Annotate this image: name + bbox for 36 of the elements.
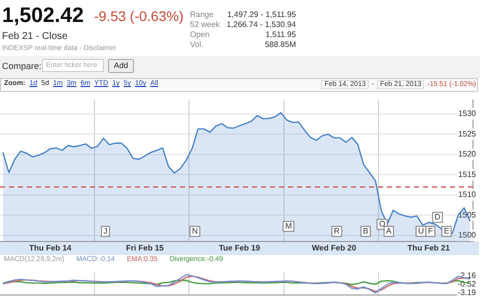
- y-tick-label: 1525: [458, 129, 477, 138]
- annotation: E: [444, 226, 450, 236]
- y-tick-label: 1530: [458, 109, 477, 118]
- annotation: O: [379, 220, 386, 229]
- annotation: A: [386, 226, 392, 236]
- y-tick-label: 1510: [458, 190, 477, 200]
- x-tick-label: Tue Feb 19: [218, 243, 261, 252]
- text: 1,266.74 - 1,530.94: [226, 20, 296, 29]
- text: Open: [190, 30, 210, 39]
- annotation: B: [362, 226, 368, 236]
- x-tick-label: Wed Feb 20: [312, 243, 357, 252]
- text: 1,511.95: [264, 30, 296, 39]
- text: 52 week: [190, 20, 220, 29]
- text: -9.53 (-0.63%): [94, 8, 184, 24]
- annotation: M: [285, 222, 292, 231]
- text: 1,502.42: [2, 4, 84, 28]
- annotation: J: [103, 226, 108, 236]
- text: Compare:: [2, 61, 42, 71]
- add-button: Add: [108, 59, 134, 73]
- x-tick-label: Fri Feb 15: [126, 243, 164, 252]
- x-tick-label: Thu Feb 14: [29, 243, 72, 252]
- y-tick-label: 1520: [458, 150, 477, 159]
- text: 588.85M: [264, 40, 296, 49]
- y-tick-label: 1515: [458, 170, 477, 179]
- text: 1,497.29 - 1,511.95: [226, 10, 296, 19]
- text: Feb 21 - Close: [2, 31, 68, 42]
- annotation: U: [418, 226, 424, 236]
- y-tick-label: 1500: [458, 230, 477, 240]
- y-tick-label: -3.19: [458, 288, 477, 297]
- text: Vol.: [190, 40, 204, 49]
- annotation: N: [192, 226, 198, 236]
- x-tick-label: Thu Feb 21: [408, 243, 450, 252]
- annotation: F: [428, 226, 433, 236]
- annotation: D: [434, 212, 441, 222]
- text: Range: [190, 10, 214, 19]
- annotation: R: [334, 226, 340, 236]
